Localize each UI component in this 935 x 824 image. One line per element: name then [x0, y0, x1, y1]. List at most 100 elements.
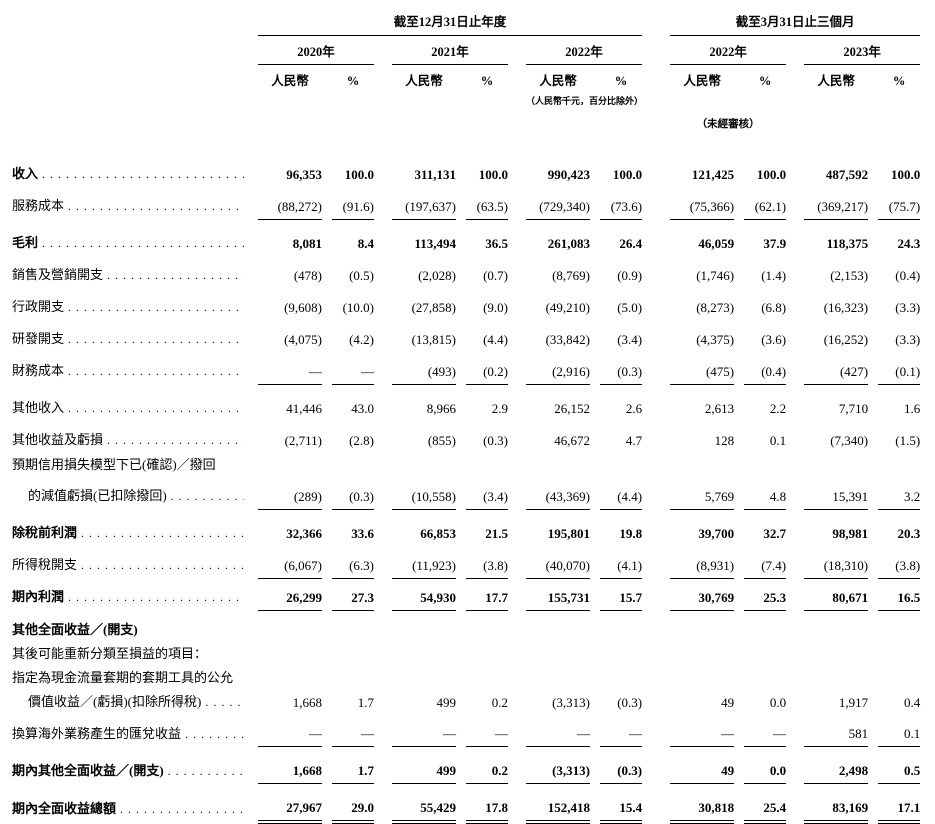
- column-gap: [868, 546, 878, 578]
- value-cell: 46,672: [554, 433, 590, 448]
- value-cell: 17.8: [466, 783, 508, 824]
- column-gap: [322, 784, 332, 823]
- value-cell: 39,700: [698, 526, 735, 541]
- value-cell: 261,083: [547, 236, 590, 251]
- table-row: 行政開支 (9,608) (10.0) (27,858) (9.0) (49,210) (5…: [12, 288, 920, 320]
- row-label-text: 預期信用損失模型下已(確認)／撥回: [12, 457, 216, 472]
- column-gap: [642, 187, 670, 219]
- table-row: 的減值虧損(已扣除撥回) (289) (0.3) (10,558) (3.4) (43,3…: [12, 477, 921, 510]
- column-gap: [734, 509, 744, 546]
- value-cell: 7,710: [838, 401, 869, 416]
- value-cell: 20.3: [897, 526, 921, 541]
- column-gap: [734, 133, 744, 187]
- column-gap: [590, 320, 600, 352]
- dot-leader: [205, 693, 244, 711]
- column-gap: [456, 352, 466, 384]
- period-header-quarterly: 截至3月31日止三個月: [670, 12, 921, 36]
- column-gap: [590, 352, 600, 384]
- row-label: 預期信用損失模型下已(確認)／撥回: [12, 453, 920, 477]
- value-cell: (3.3): [895, 332, 921, 347]
- column-gap: [786, 421, 804, 453]
- row-label-text: 指定為現金流量套期的套期工具的公允: [12, 669, 234, 685]
- row-label-text: 的減值虧損(已扣除撥回): [28, 488, 167, 503]
- value-cell: (0.3): [600, 352, 643, 385]
- column-gap: [508, 715, 526, 747]
- row-label-text: 銷售及營銷開支: [12, 267, 104, 282]
- value-cell: (75,366): [670, 187, 735, 220]
- value-cell: (6,067): [258, 546, 322, 579]
- value-cell: (62.1): [744, 187, 787, 220]
- column-gap: [868, 219, 878, 256]
- row-label: 收入: [12, 133, 258, 187]
- value-cell: 37.9: [763, 236, 787, 251]
- value-cell: (475): [670, 352, 735, 385]
- value-cell: (6.8): [761, 300, 787, 315]
- dot-leader: [68, 197, 244, 215]
- value-cell: 113,494: [414, 236, 456, 251]
- header-spacer: [868, 65, 878, 93]
- value-cell: (75.7): [878, 187, 921, 220]
- unaudited-note: （未經審核）: [696, 119, 760, 130]
- column-gap: [786, 320, 804, 352]
- value-cell: 25.4: [744, 783, 787, 824]
- column-gap: [734, 546, 744, 578]
- column-gap: [374, 352, 392, 384]
- value-cell: (13,815): [411, 332, 456, 347]
- value-cell: (91.6): [332, 187, 374, 220]
- column-gap: [734, 421, 744, 453]
- value-cell: (2,028): [418, 268, 456, 283]
- table-row: 其後可能重新分類至損益的項目：: [12, 642, 920, 666]
- row-label-text: 財務成本: [12, 363, 65, 378]
- value-cell: 15.7: [600, 578, 643, 611]
- column-gap: [786, 384, 804, 421]
- value-cell: 36.5: [485, 236, 508, 251]
- row-label-text: 所得稅開支: [12, 557, 78, 572]
- unit-note: （人民幣千元，百分比除外）: [526, 96, 644, 106]
- column-gap: [374, 690, 392, 715]
- value-cell: 118,375: [826, 236, 869, 251]
- column-gap: [786, 578, 804, 610]
- column-gap: [322, 690, 332, 715]
- row-label: 除稅前利潤: [12, 509, 258, 546]
- value-cell: (427): [804, 352, 869, 385]
- column-gap: [456, 421, 466, 453]
- column-gap: [590, 477, 600, 509]
- value-cell: —: [466, 714, 508, 747]
- value-cell: 54,930: [392, 578, 456, 611]
- column-gap: [456, 384, 466, 421]
- value-cell: (0.9): [617, 268, 643, 283]
- dot-leader: [42, 165, 244, 183]
- column-gap: [642, 133, 670, 187]
- row-label-text: 除稅前利潤: [12, 525, 78, 540]
- value-cell: (88,272): [258, 187, 322, 220]
- column-gap: [590, 187, 600, 219]
- column-gap: [868, 578, 878, 610]
- column-gap: [868, 384, 878, 421]
- column-gap: [868, 477, 878, 509]
- value-cell: 55,429: [392, 783, 456, 824]
- currency-header: 人民幣: [539, 74, 577, 88]
- row-label: 其他收益及虧損: [12, 421, 258, 453]
- value-cell: 1,668: [258, 746, 322, 784]
- column-gap: [868, 784, 878, 823]
- header-spacer: [590, 65, 600, 93]
- header-spacer: [456, 65, 466, 93]
- row-label-text: 其後可能重新分類至損益的項目：: [12, 645, 208, 661]
- column-gap: [786, 477, 804, 509]
- column-gap: [786, 747, 804, 784]
- column-gap: [786, 546, 804, 578]
- value-cell: (4.4): [483, 332, 508, 347]
- table-row: 其他全面收益／(開支): [12, 610, 920, 642]
- period-group-row: 截至12月31日止年度 截至3月31日止三個月: [12, 12, 921, 36]
- table-row: 預期信用損失模型下已(確認)／撥回: [12, 453, 920, 477]
- row-label: 其後可能重新分類至損益的項目：: [12, 642, 920, 666]
- column-gap: [508, 578, 526, 610]
- dot-leader: [81, 524, 244, 542]
- value-cell: (3.4): [466, 477, 508, 510]
- value-cell: —: [332, 352, 374, 385]
- row-label-text: 服務成本: [12, 198, 65, 213]
- column-gap: [322, 288, 332, 320]
- row-label-text: 收入: [12, 166, 39, 181]
- column-gap: [642, 784, 670, 823]
- value-cell: (73.6): [600, 187, 643, 220]
